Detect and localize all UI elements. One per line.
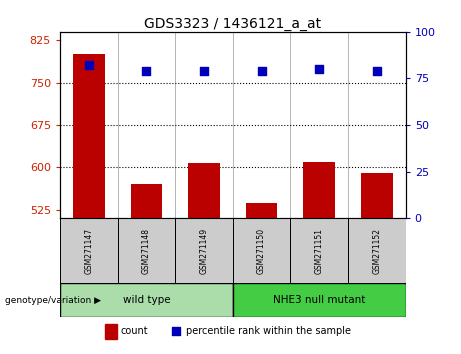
- Text: genotype/variation ▶: genotype/variation ▶: [5, 296, 100, 305]
- Bar: [290, 218, 348, 284]
- Bar: [233, 218, 290, 284]
- Text: NHE3 null mutant: NHE3 null mutant: [273, 295, 366, 305]
- Bar: [73, 55, 105, 218]
- Point: [373, 68, 381, 74]
- Text: GSM271149: GSM271149: [200, 228, 208, 274]
- Text: percentile rank within the sample: percentile rank within the sample: [186, 326, 351, 336]
- Bar: [233, 284, 406, 317]
- Text: GSM271152: GSM271152: [372, 228, 381, 274]
- Bar: [348, 218, 406, 284]
- Bar: [303, 162, 335, 218]
- Bar: [60, 218, 118, 284]
- Text: GSM271150: GSM271150: [257, 228, 266, 274]
- Point: [258, 68, 266, 74]
- Text: GSM271148: GSM271148: [142, 228, 151, 274]
- Point: [85, 63, 92, 68]
- Bar: [246, 203, 278, 218]
- Bar: [105, 324, 117, 339]
- Bar: [188, 163, 220, 218]
- Point: [200, 68, 207, 74]
- Point: [315, 66, 323, 72]
- Point: [172, 328, 179, 334]
- Title: GDS3323 / 1436121_a_at: GDS3323 / 1436121_a_at: [144, 17, 321, 31]
- Bar: [130, 184, 162, 218]
- Text: GSM271151: GSM271151: [315, 228, 324, 274]
- Bar: [175, 218, 233, 284]
- Bar: [60, 284, 233, 317]
- Bar: [361, 173, 393, 218]
- Text: GSM271147: GSM271147: [84, 228, 93, 274]
- Text: wild type: wild type: [123, 295, 170, 305]
- Text: count: count: [120, 326, 148, 336]
- Point: [142, 68, 150, 74]
- Bar: [118, 218, 175, 284]
